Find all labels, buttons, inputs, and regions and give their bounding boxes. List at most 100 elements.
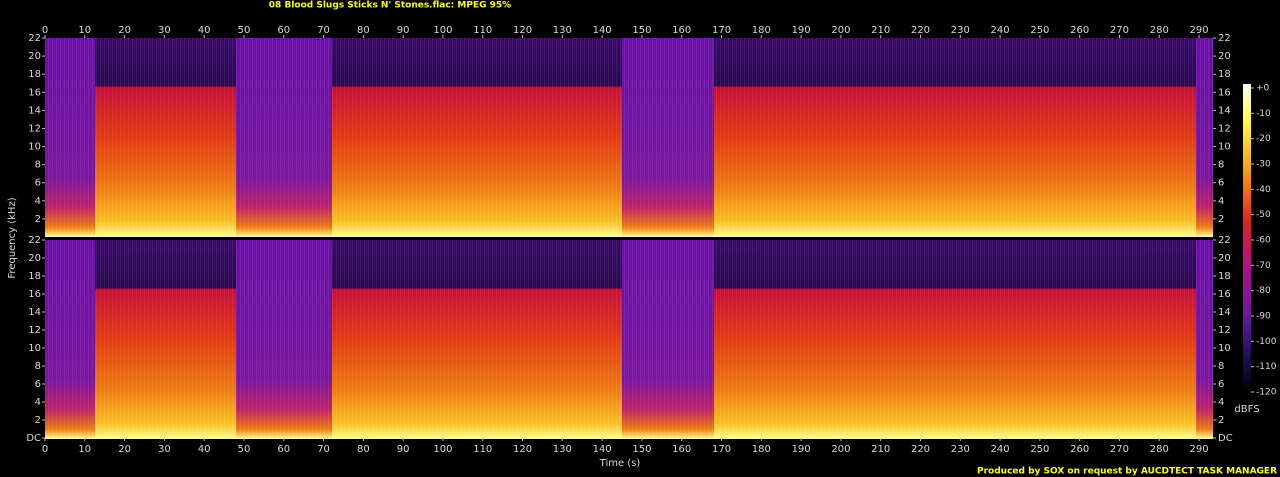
- x-tick-label: 200: [831, 444, 850, 455]
- y-tick-label: 6: [35, 379, 41, 390]
- x-tick-label: 60: [277, 444, 290, 455]
- x-tick-label: 0: [42, 25, 48, 36]
- y-tick-label: 8: [1218, 361, 1224, 372]
- y-tick-label: 6: [1218, 379, 1224, 390]
- y-tick-label: 22: [1218, 235, 1231, 246]
- x-tick-label: 160: [672, 25, 691, 36]
- y-tick-label: 14: [28, 307, 41, 318]
- x-tick-label: 120: [513, 25, 532, 36]
- x-tick-label: 60: [277, 25, 290, 36]
- y-tick-label: 4: [35, 196, 41, 207]
- x-tick-label: 130: [553, 25, 572, 36]
- colorbar-tick-label: -120: [1256, 388, 1277, 398]
- y-tick-label: 22: [28, 33, 41, 44]
- y-axis-label: Frequency (kHz): [7, 197, 18, 278]
- y-tick-label: 12: [28, 123, 41, 134]
- x-tick-label: 160: [672, 444, 691, 455]
- footer: Produced by SOX on request by AUCDTECT T…: [977, 467, 1277, 477]
- colorbar-label: dBFS: [1234, 404, 1259, 415]
- x-tick-label: 30: [158, 25, 171, 36]
- x-tick-label: 210: [871, 25, 890, 36]
- x-tick-label: 130: [553, 444, 572, 455]
- x-tick-label: 150: [632, 25, 651, 36]
- y-tick-label: 2: [35, 415, 41, 426]
- x-tick-label: 110: [473, 25, 492, 36]
- x-tick-label: 170: [712, 444, 731, 455]
- x-tick-label: 190: [792, 444, 811, 455]
- colorbar-tick-label: -50: [1256, 210, 1271, 220]
- x-tick-label: 70: [317, 444, 330, 455]
- x-tick-label: 220: [911, 25, 930, 36]
- x-tick-label: 100: [433, 444, 452, 455]
- x-tick-label: 110: [473, 444, 492, 455]
- y-tick-label: DC: [26, 433, 41, 444]
- y-tick-label: 6: [35, 178, 41, 189]
- x-tick-label: 0: [42, 444, 48, 455]
- x-tick-label: 250: [1030, 25, 1049, 36]
- x-tick-label: 50: [238, 444, 251, 455]
- colorbar-tick-label: +0: [1256, 84, 1270, 94]
- x-tick-label: 220: [911, 444, 930, 455]
- y-tick-label: 12: [28, 325, 41, 336]
- chart-title: 08 Blood Slugs Sticks N' Stones.flac: MP…: [269, 1, 511, 11]
- y-tick-label: 18: [28, 271, 41, 282]
- colorbar-tick-label: -100: [1256, 337, 1277, 347]
- y-tick-label: 18: [1218, 271, 1231, 282]
- y-tick-label: 2: [35, 214, 41, 225]
- x-tick-label: 240: [991, 444, 1010, 455]
- colorbar-tick-label: -40: [1256, 185, 1271, 195]
- y-tick-label: 16: [1218, 87, 1231, 98]
- x-tick-label: 230: [951, 25, 970, 36]
- colorbar-tick-label: -80: [1256, 286, 1271, 296]
- y-tick-label: 18: [28, 69, 41, 80]
- y-tick-label: 14: [1218, 307, 1231, 318]
- y-tick-label: 22: [28, 235, 41, 246]
- x-tick-label: 260: [1070, 444, 1089, 455]
- x-axis-label: Time (s): [599, 458, 641, 469]
- y-tick-label: 8: [35, 160, 41, 171]
- x-tick-label: 230: [951, 444, 970, 455]
- x-tick-label: 240: [991, 25, 1010, 36]
- y-tick-label: 20: [1218, 51, 1231, 62]
- x-tick-label: 210: [871, 444, 890, 455]
- y-tick-label: 8: [1218, 160, 1224, 171]
- x-tick-label: 120: [513, 444, 532, 455]
- y-tick-label: 20: [1218, 253, 1231, 264]
- y-tick-label: 10: [1218, 142, 1231, 153]
- x-tick-label: 150: [632, 444, 651, 455]
- y-tick-label: 12: [1218, 123, 1231, 134]
- y-tick-label: 8: [35, 361, 41, 372]
- x-tick-label: 140: [593, 25, 612, 36]
- y-tick-label: 18: [1218, 69, 1231, 80]
- y-tick-label: 14: [28, 105, 41, 116]
- x-tick-label: 90: [397, 25, 410, 36]
- y-tick-label: 16: [28, 87, 41, 98]
- x-tick-label: 10: [78, 25, 91, 36]
- x-tick-label: 190: [792, 25, 811, 36]
- y-tick-label: 6: [1218, 178, 1224, 189]
- x-tick-label: 180: [752, 444, 771, 455]
- y-tick-label: 4: [1218, 196, 1224, 207]
- y-tick-label: 2: [1218, 415, 1224, 426]
- x-tick-label: 90: [397, 444, 410, 455]
- x-tick-label: 280: [1150, 25, 1169, 36]
- x-tick-label: 40: [198, 444, 211, 455]
- x-tick-label: 80: [357, 444, 370, 455]
- x-tick-label: 100: [433, 25, 452, 36]
- y-tick-label: 4: [35, 397, 41, 408]
- y-tick-label: 10: [1218, 343, 1231, 354]
- x-tick-label: 30: [158, 444, 171, 455]
- x-tick-label: 80: [357, 25, 370, 36]
- x-tick-label: 260: [1070, 25, 1089, 36]
- x-tick-label: 270: [1110, 25, 1129, 36]
- y-tick-label: 16: [28, 289, 41, 300]
- x-tick-label: 200: [831, 25, 850, 36]
- y-tick-label: 20: [28, 253, 41, 264]
- colorbar-tick-label: -70: [1256, 261, 1271, 271]
- colorbar-tick-label: -110: [1256, 362, 1277, 372]
- y-tick-label: 14: [1218, 105, 1231, 116]
- colorbar-tick-label: -10: [1256, 109, 1271, 119]
- colorbar: [1243, 84, 1251, 392]
- x-tick-label: 180: [752, 25, 771, 36]
